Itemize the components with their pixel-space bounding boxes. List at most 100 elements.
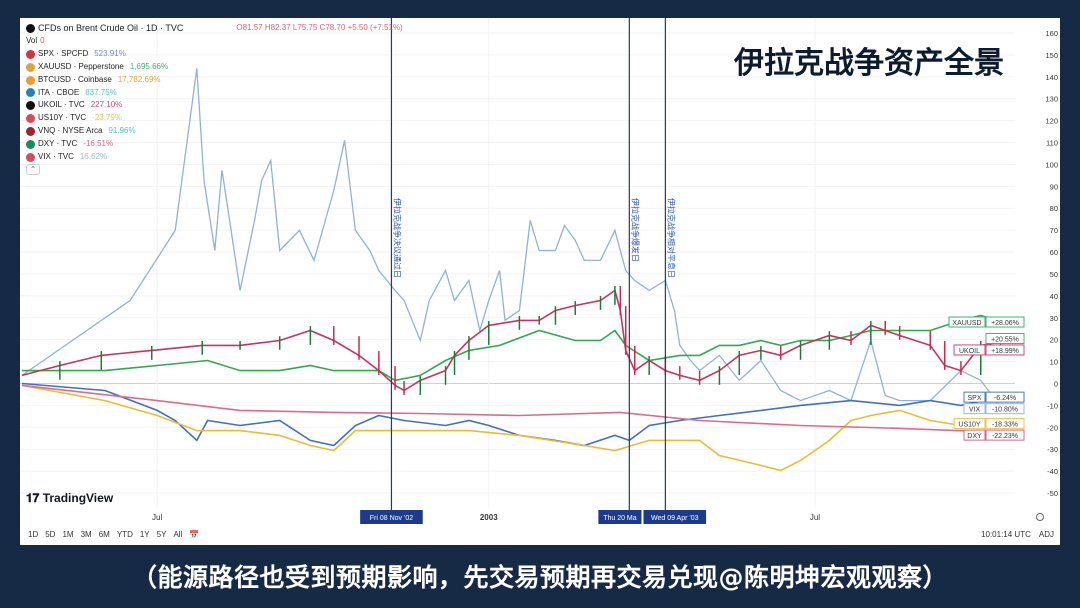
range-all[interactable]: All [173, 530, 183, 539]
end-name-badge [963, 429, 986, 441]
end-name-badge [953, 418, 986, 430]
event-date-label: Thu 20 Ma [603, 515, 637, 522]
end-value-badge [985, 391, 1025, 403]
y-tick-label: -10 [1047, 401, 1058, 410]
legend-item[interactable]: VNQ · NYSE Arca 91.96% [26, 125, 403, 138]
range-1d[interactable]: 1D [28, 530, 39, 539]
end-value-badge [985, 332, 1025, 344]
legend-value: -23.79% [92, 113, 122, 123]
legend-item[interactable]: VIX · TVC 16.62% [26, 151, 403, 164]
legend-item[interactable]: BTCUSD · Coinbase 17,782.69% [26, 74, 403, 87]
end-name: DXY [967, 433, 982, 440]
legend-value: 91.96% [108, 126, 136, 136]
symbol-icon [26, 88, 35, 98]
end-value: +18.99% [991, 348, 1019, 355]
end-value-badge [985, 344, 1025, 356]
volume-row: Vol 0 [26, 35, 403, 48]
end-name: VIX [969, 407, 981, 414]
range-6m[interactable]: 6M [98, 530, 110, 539]
end-value: -22.23% [992, 433, 1018, 440]
end-name: SPX [967, 395, 981, 402]
oil-drop-icon [26, 23, 35, 33]
collapse-legend-button[interactable]: ⌃ [26, 163, 40, 175]
y-tick-label: -20 [1047, 423, 1058, 432]
range-5y[interactable]: 5Y [156, 530, 167, 539]
y-tick-label: 160 [1045, 29, 1058, 38]
end-value: -18.33% [992, 422, 1018, 429]
legend-symbol: UKOIL · TVC [38, 100, 85, 110]
y-tick-label: -50 [1047, 489, 1058, 498]
settings-icon[interactable] [1036, 513, 1044, 521]
overlay-title: 伊拉克战争资产全景 [734, 46, 1004, 81]
y-tick-label: 110 [1046, 139, 1058, 148]
y-tick-label: 80 [1050, 204, 1058, 213]
status-bar: 10:01:14 UTC ADJ [981, 530, 1054, 539]
legend-symbol: US10Y · TVC [38, 113, 87, 123]
legend-item[interactable]: DXY · TVC -16.51% [26, 138, 403, 151]
tradingview-logo: 𝟏𝟕 TradingView [26, 491, 113, 506]
legend-value: 523.91% [94, 48, 126, 58]
symbol-icon [26, 62, 35, 72]
series-line-ukoil [21, 289, 1001, 392]
legend-item[interactable]: SPX · SPCFD 523.91% [26, 48, 403, 61]
end-value: +28.06% [991, 320, 1019, 327]
y-tick-label: -40 [1047, 467, 1058, 476]
event-date-label: Wed 09 Apr '03 [651, 515, 699, 522]
x-tick-label: Jul [152, 513, 162, 522]
adj-button[interactable]: ADJ [1038, 530, 1054, 539]
legend-item[interactable]: UKOIL · TVC 227.10% [26, 99, 403, 112]
event-note: 伊拉克战争爆发日 [630, 198, 640, 262]
end-name: US10Y [958, 422, 981, 429]
clock: 10:01:14 UTC [981, 530, 1031, 539]
price-chart[interactable]: -50 -40 -30 -20 -10 0 10 20 30 40 50 60 70 80 90 100 110… [20, 18, 1060, 545]
main-symbol-row[interactable]: CFDs on Brent Crude Oil · 1D · TVC O81.5… [26, 22, 403, 35]
y-tick-label: 60 [1050, 248, 1058, 257]
end-value: -10.80% [992, 407, 1018, 414]
end-value: +20.55% [991, 336, 1019, 343]
y-tick-label: 20 [1050, 336, 1058, 345]
range-ytd[interactable]: YTD [116, 530, 133, 539]
series-line-xauusd [22, 314, 1001, 382]
chart-panel: -50 -40 -30 -20 -10 0 10 20 30 40 50 60 70 80 90 100 110… [20, 18, 1060, 545]
vol-value: 0 [40, 35, 45, 45]
series-line-vix [21, 68, 1002, 408]
series-line-us10y [21, 384, 1001, 472]
legend-item[interactable]: ITA · CBOE 837.75% [26, 87, 403, 100]
y-tick-label: 130 [1045, 95, 1058, 104]
y-tick-label: 70 [1050, 226, 1058, 235]
symbol-icon [26, 127, 35, 137]
brand-name: TradingView [42, 491, 114, 505]
symbol-icon [26, 49, 35, 59]
range-1y[interactable]: 1Y [139, 530, 150, 539]
y-tick-label: 140 [1045, 73, 1058, 82]
end-value-badge [985, 316, 1025, 328]
x-tick-label: 2003 [480, 513, 498, 522]
legend-symbol: DXY · TVC [38, 139, 78, 149]
legend-symbol: VIX · TVC [38, 152, 74, 162]
y-tick-label: 120 [1045, 117, 1058, 126]
y-tick-label: 100 [1045, 160, 1058, 169]
caption: （能源路径也受到预期影响，先交易预期再交易兑现@陈明坤宏观观察） [131, 563, 948, 592]
end-name-badge [963, 391, 986, 403]
legend-value: 16.62% [79, 152, 107, 162]
symbol-icon [26, 140, 35, 150]
end-name-badge [953, 344, 986, 356]
series-line-spx [21, 382, 1001, 447]
range-1m[interactable]: 1M [62, 530, 74, 539]
legend-item[interactable]: US10Y · TVC -23.79% [26, 112, 403, 125]
y-tick-label: 0 [1054, 379, 1058, 388]
y-tick-label: 40 [1050, 292, 1058, 301]
legend-symbol: BTCUSD · Coinbase [38, 74, 112, 84]
symbol-icon [26, 75, 35, 85]
symbol-icon [26, 114, 35, 124]
range-5d[interactable]: 5D [45, 530, 56, 539]
end-name: UKOIL [959, 348, 980, 355]
legend-symbol: ITA · CBOE [38, 87, 80, 97]
legend: CFDs on Brent Crude Oil · 1D · TVC O81.5… [26, 22, 403, 175]
legend-item[interactable]: XAUUSD · Pepperstone 1,695.66% [26, 61, 403, 74]
calendar-icon[interactable]: 📅 [189, 530, 200, 539]
legend-value: 1,695.66% [129, 61, 169, 71]
end-name-badge [963, 403, 986, 415]
range-3m[interactable]: 3M [80, 530, 92, 539]
y-tick-label: 50 [1050, 270, 1058, 279]
